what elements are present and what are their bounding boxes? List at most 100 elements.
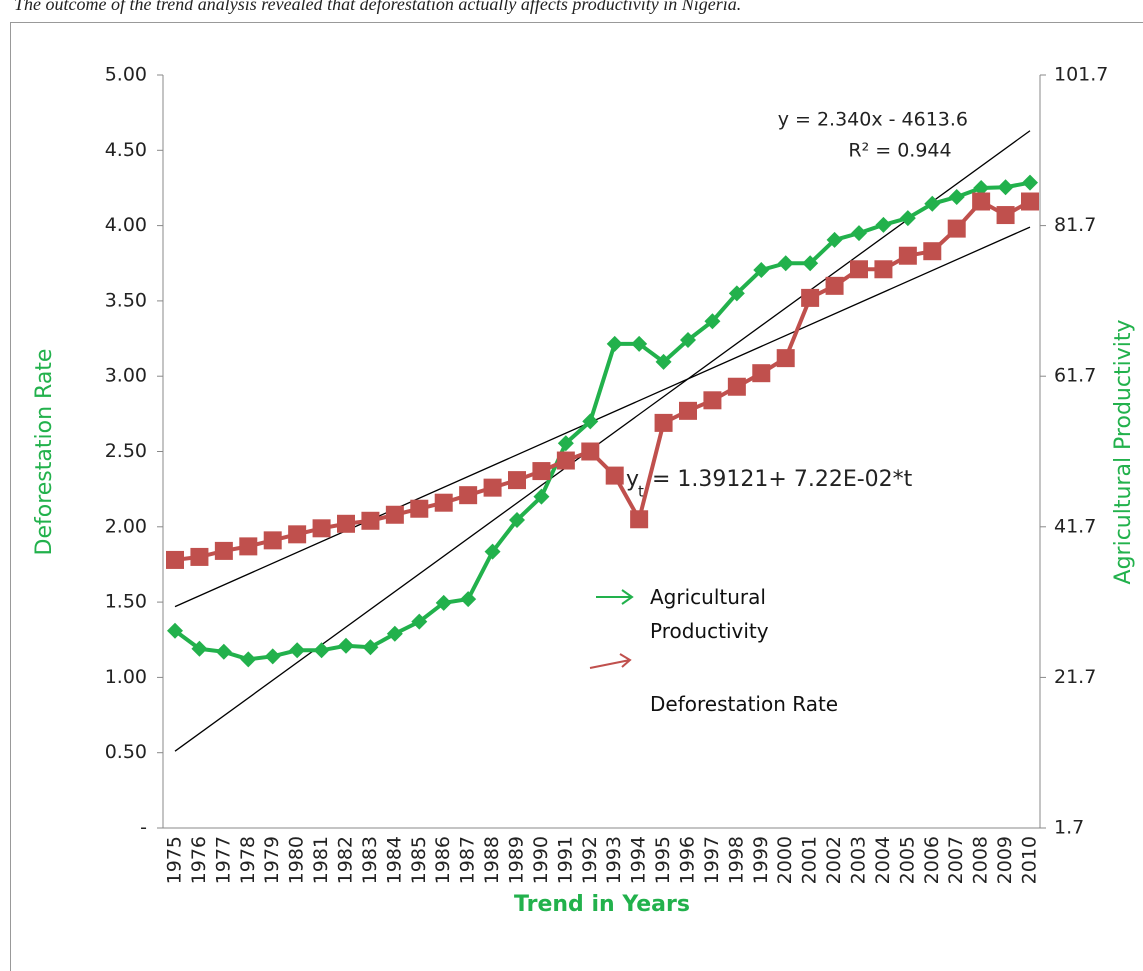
y-tick-label: 2.00 bbox=[105, 515, 147, 537]
marker bbox=[948, 188, 965, 205]
legend-arrows bbox=[589, 589, 634, 669]
y-tick-label: 3.50 bbox=[105, 289, 147, 311]
x-tick-label: 2010 bbox=[1019, 836, 1041, 884]
x-tick-label: 1991 bbox=[554, 836, 576, 884]
y-tick-label: 0.50 bbox=[105, 741, 147, 763]
marker bbox=[899, 210, 916, 227]
marker bbox=[289, 642, 306, 659]
marker bbox=[851, 225, 867, 242]
x-tick-label: 2005 bbox=[896, 836, 918, 884]
x-tick-label: 1985 bbox=[408, 836, 430, 884]
marker bbox=[166, 550, 184, 569]
marker bbox=[777, 255, 794, 272]
x-tick-label: 2008 bbox=[970, 836, 992, 884]
marker bbox=[483, 478, 502, 497]
x-tick-label: 1983 bbox=[359, 836, 381, 884]
x-tick-label: 1978 bbox=[237, 836, 259, 884]
marker bbox=[874, 260, 893, 279]
y-tick-label: 4.00 bbox=[105, 214, 147, 236]
marker bbox=[434, 493, 453, 512]
marker bbox=[850, 260, 868, 279]
x-tick-label: 1976 bbox=[188, 836, 210, 884]
y-tick-label: 5.00 bbox=[105, 64, 147, 86]
marker bbox=[997, 179, 1014, 196]
marker bbox=[460, 591, 477, 608]
y-tick-label: 1.50 bbox=[105, 591, 147, 613]
marker bbox=[533, 488, 550, 505]
marker bbox=[631, 335, 648, 352]
x-tick-label: 1999 bbox=[750, 836, 772, 884]
y-tick-label: 2.50 bbox=[105, 440, 147, 462]
marker bbox=[557, 435, 574, 452]
y2-tick-label: 61.7 bbox=[1054, 365, 1096, 387]
x-axis-title: Trend in Years bbox=[514, 892, 690, 917]
x-tick-label: 1986 bbox=[432, 836, 454, 884]
marker bbox=[947, 219, 966, 238]
marker bbox=[704, 313, 721, 330]
marker bbox=[338, 637, 354, 654]
y2-tick-label: 21.7 bbox=[1054, 666, 1096, 688]
annotation: y bbox=[626, 467, 639, 492]
marker bbox=[1021, 192, 1039, 211]
x-tick-label: 1993 bbox=[603, 836, 625, 884]
marker bbox=[410, 499, 429, 518]
marker bbox=[263, 531, 282, 550]
marker bbox=[556, 451, 575, 470]
marker bbox=[411, 613, 428, 630]
marker bbox=[532, 462, 551, 481]
chart-border bbox=[10, 22, 1143, 971]
x-tick-label: 1977 bbox=[212, 836, 234, 884]
x-tick-label: 1995 bbox=[652, 836, 674, 884]
y-axis-title: Deforestation Rate bbox=[32, 349, 57, 556]
marker bbox=[728, 285, 745, 302]
marker bbox=[875, 216, 892, 233]
marker bbox=[605, 466, 624, 485]
marker bbox=[214, 541, 233, 560]
marker bbox=[924, 195, 941, 212]
annotation: y = 2.340x - 4613.6 bbox=[778, 109, 968, 131]
marker bbox=[386, 625, 403, 642]
marker bbox=[801, 288, 820, 307]
trendline bbox=[174, 226, 1031, 608]
legend-label: Deforestation Rate bbox=[650, 692, 839, 716]
x-tick-label: 1990 bbox=[530, 836, 552, 884]
marker bbox=[337, 514, 355, 533]
marker bbox=[802, 255, 819, 272]
marker bbox=[581, 442, 600, 461]
marker bbox=[606, 335, 623, 352]
y-tick-label: 4.50 bbox=[105, 139, 147, 161]
marker bbox=[898, 246, 917, 265]
trendline bbox=[174, 130, 1031, 752]
y2-axis-title: Agricultural Productivity bbox=[1111, 320, 1136, 585]
x-tick-label: 1984 bbox=[383, 836, 405, 884]
x-tick-label: 1979 bbox=[261, 836, 283, 884]
marker bbox=[508, 471, 526, 490]
marker bbox=[484, 543, 501, 560]
marker bbox=[190, 547, 209, 566]
marker bbox=[630, 510, 649, 529]
y-tick-label: 3.00 bbox=[105, 365, 147, 387]
marker bbox=[264, 648, 281, 665]
y-tick-label: 1.00 bbox=[105, 666, 147, 688]
marker bbox=[655, 353, 672, 370]
marker bbox=[973, 179, 990, 196]
marker bbox=[191, 640, 208, 657]
x-tick-label: 1981 bbox=[310, 836, 332, 884]
annotation: R² = 0.944 bbox=[848, 140, 951, 162]
y2-tick-label: 41.7 bbox=[1054, 515, 1096, 537]
x-tick-label: 1987 bbox=[457, 836, 479, 884]
x-tick-label: 2007 bbox=[945, 836, 967, 884]
annotation-subscript: t bbox=[638, 483, 644, 501]
x-tick-label: 2006 bbox=[921, 836, 943, 884]
x-tick-label: 2004 bbox=[872, 836, 894, 884]
marker bbox=[654, 413, 673, 432]
marker bbox=[361, 511, 380, 530]
x-tick-label: 2000 bbox=[774, 836, 796, 884]
marker bbox=[972, 192, 991, 211]
x-tick-label: 1989 bbox=[506, 836, 528, 884]
marker bbox=[215, 643, 232, 660]
x-tick-label: 1994 bbox=[628, 836, 650, 884]
marker bbox=[1022, 174, 1038, 191]
